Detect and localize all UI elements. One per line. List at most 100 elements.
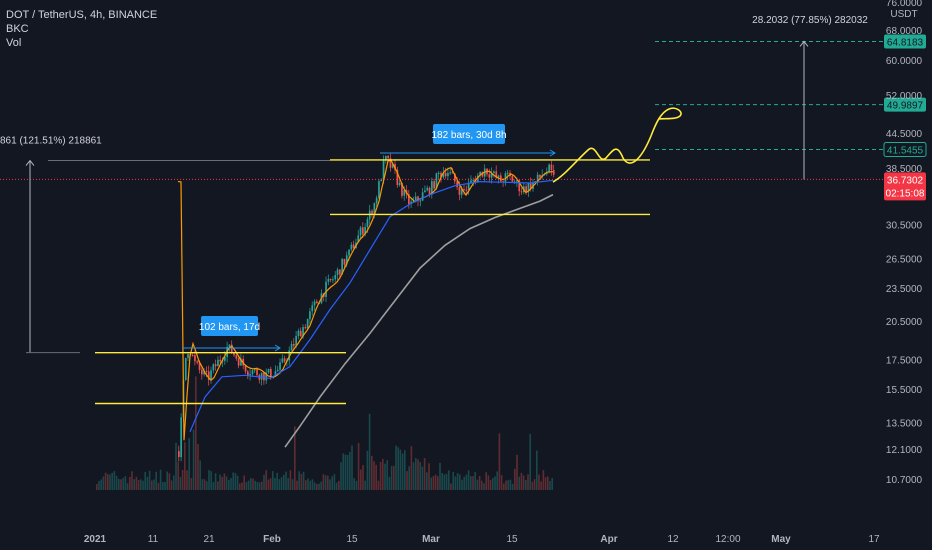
candle-body <box>210 370 212 380</box>
candle-body <box>536 174 539 182</box>
volume-bar <box>412 462 415 490</box>
volume-bar <box>245 482 248 490</box>
volume-bar <box>184 442 186 490</box>
legend-indicator-bkc[interactable]: BKC <box>6 23 29 35</box>
volume-bar <box>386 460 388 490</box>
last-price-label-text: 36.7302 <box>887 175 924 186</box>
candle-body <box>191 355 194 356</box>
volume-bar <box>357 443 360 490</box>
volume-bar <box>349 452 351 490</box>
candle-body <box>244 365 247 372</box>
bar-countdown-text: 02:15:08 <box>886 188 925 199</box>
legend-symbol[interactable]: DOT / TetherUS, 4h, BINANCE <box>6 9 158 21</box>
volume-bar <box>355 480 358 490</box>
candle-body <box>444 172 447 177</box>
volume-bar <box>283 474 285 490</box>
candle-body <box>267 369 270 373</box>
volume-bar <box>518 476 520 490</box>
candle-body <box>201 369 203 375</box>
volume-bar <box>104 472 107 490</box>
candle-body <box>313 301 316 306</box>
candle-body <box>408 194 410 205</box>
volume-bar <box>316 484 318 490</box>
candle-body <box>276 369 279 372</box>
measure-label-right: 28.2032 (77.85%) 282032 <box>752 15 868 26</box>
range-arrow-2 <box>549 149 556 157</box>
volume-bar <box>324 475 327 490</box>
volume-bar <box>445 473 448 490</box>
volume-bar <box>439 463 441 490</box>
volume-bar <box>311 479 314 490</box>
candle-body <box>214 364 217 367</box>
candle-body <box>497 175 500 178</box>
volume-bar <box>305 480 307 490</box>
moving-averages-layer <box>177 159 554 448</box>
candle-body <box>265 372 268 381</box>
volume-bar <box>159 469 162 490</box>
volume-bar <box>509 479 512 490</box>
volume-bar <box>250 478 252 490</box>
volume-bar <box>177 462 179 490</box>
volume-bar <box>489 479 492 490</box>
candle-body <box>470 180 472 183</box>
volume-bar <box>522 475 525 490</box>
candle-body <box>343 259 346 265</box>
volume-bar <box>181 470 184 490</box>
volume-bar <box>483 483 485 490</box>
candle-body <box>380 179 383 182</box>
candle-body <box>198 362 201 370</box>
volume-bar <box>362 465 364 490</box>
volume-bar <box>197 444 199 490</box>
candle-body <box>454 173 456 182</box>
candle-body <box>309 311 311 320</box>
volume-bar <box>276 472 278 490</box>
candle-body <box>437 172 440 174</box>
volume-bar <box>441 473 443 490</box>
volume-bar <box>175 442 177 490</box>
volume-bar <box>258 482 261 490</box>
volume-bar <box>437 476 439 490</box>
candle-body <box>196 361 199 363</box>
candle-body <box>440 172 442 178</box>
volume-bar <box>454 476 457 490</box>
volume-bar <box>179 477 182 490</box>
volume-bar <box>109 474 111 490</box>
candle-body <box>235 355 238 359</box>
volume-bar <box>542 470 545 490</box>
candle-body <box>316 301 318 304</box>
candle-body <box>385 155 387 160</box>
candle-body <box>417 196 419 201</box>
candle-body <box>341 259 343 275</box>
volume-bar <box>144 471 146 490</box>
range-arrow-1 <box>274 344 281 352</box>
volume-bar <box>164 482 166 490</box>
candle-body <box>304 327 307 329</box>
volume-bar <box>206 481 208 490</box>
candle-body <box>458 187 461 195</box>
candle-body <box>228 344 231 347</box>
volume-bar <box>142 480 144 490</box>
volume-bar <box>450 483 452 490</box>
price-tick-label: 68.0000 <box>886 26 923 37</box>
candle-body <box>350 244 353 250</box>
candle-body <box>391 164 394 168</box>
range-label-1: 102 bars, 17d <box>199 322 260 333</box>
volume-bar <box>307 478 309 490</box>
legend-indicator-vol[interactable]: Vol <box>6 37 22 49</box>
time-tick-label: 2021 <box>84 534 107 545</box>
volume-bar <box>173 475 175 490</box>
drawings-layer: 64.8183 49.9897 41.5455 36.7302 02:15:08 861 … <box>0 15 927 405</box>
price-tick-label: 12.1000 <box>886 445 923 456</box>
volume-bar <box>313 482 316 490</box>
volume-bar <box>265 470 267 490</box>
candle-body <box>426 187 429 191</box>
volume-bar <box>382 458 384 490</box>
volume-bar <box>470 476 472 490</box>
volume-bar <box>371 455 373 490</box>
time-tick-label: May <box>771 534 791 545</box>
volume-bar <box>463 476 465 490</box>
price-tick-label: 10.7000 <box>886 475 923 486</box>
volume-bar <box>188 438 190 490</box>
